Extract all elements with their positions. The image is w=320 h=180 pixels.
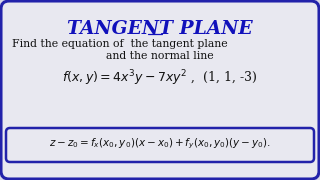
Text: and the normal line: and the normal line: [106, 51, 214, 61]
Text: TANGENT PLANE: TANGENT PLANE: [67, 20, 253, 38]
Text: Find the equation of  the tangent plane: Find the equation of the tangent plane: [12, 39, 228, 49]
Text: $z-z_0 = f_x(x_0,y_0)(x-x_0)+f_y(x_0,y_0)(y-y_0).$: $z-z_0 = f_x(x_0,y_0)(x-x_0)+f_y(x_0,y_0…: [49, 137, 271, 151]
FancyBboxPatch shape: [6, 128, 314, 162]
Text: $f(x,y)=4x^3y-7xy^2$ ,  (1, 1, -3): $f(x,y)=4x^3y-7xy^2$ , (1, 1, -3): [62, 68, 258, 88]
